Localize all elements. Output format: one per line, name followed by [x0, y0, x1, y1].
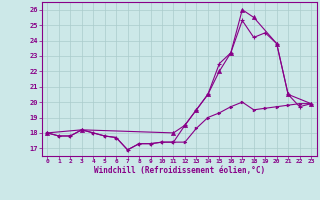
X-axis label: Windchill (Refroidissement éolien,°C): Windchill (Refroidissement éolien,°C): [94, 166, 265, 175]
